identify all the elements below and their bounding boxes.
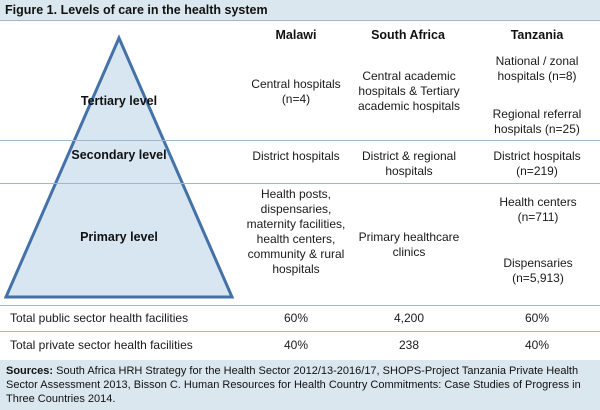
level-primary: Primary level <box>80 230 158 244</box>
tertiary-tanzania-national: National / zonal hospitals (n=8) <box>495 54 579 83</box>
tertiary-south-africa: Central academic hospitals & Tertiary ac… <box>357 69 461 113</box>
divider-primary-totals <box>0 305 600 306</box>
tertiary-malawi: Central hospitals (n=4) <box>251 77 341 106</box>
sources-bar <box>0 360 600 410</box>
sources-text: South Africa HRH Strategy for the Health… <box>6 365 581 405</box>
column-header-tanzania: Tanzania <box>510 28 564 42</box>
total-public-label: Total public sector health facilities <box>10 311 189 325</box>
secondary-malawi: District hospitals <box>252 149 340 163</box>
total-public-tanzania: 60% <box>524 311 550 325</box>
sources: Sources: South Africa HRH Strategy for t… <box>6 364 594 406</box>
figure-title: Figure 1. Levels of care in the health s… <box>5 3 268 17</box>
level-secondary: Secondary level <box>71 148 167 162</box>
total-private-label: Total private sector health facilities <box>10 338 193 352</box>
divider-totals <box>0 331 600 332</box>
pyramid-shape <box>3 34 235 299</box>
level-tertiary: Tertiary level <box>80 94 158 108</box>
primary-tanzania-health-centers: Health centers (n=711) <box>499 195 577 224</box>
total-public-malawi: 60% <box>283 311 309 325</box>
primary-south-africa: Primary healthcare clinics <box>358 230 460 259</box>
sources-label: Sources: <box>6 365 54 377</box>
total-private-south-africa: 238 <box>398 338 420 352</box>
primary-malawi: Health posts, dispensaries, maternity fa… <box>246 187 346 276</box>
title-bar: Figure 1. Levels of care in the health s… <box>0 0 600 21</box>
total-private-malawi: 40% <box>283 338 309 352</box>
primary-tanzania-dispensaries: Dispensaries (n=5,913) <box>503 256 573 285</box>
total-public-south-africa: 4,200 <box>393 311 425 325</box>
column-header-south-africa: South Africa <box>371 28 445 42</box>
secondary-tanzania: District hospitals (n=219) <box>493 149 581 178</box>
column-header-malawi: Malawi <box>275 28 317 42</box>
tertiary-tanzania-regional: Regional referral hospitals (n=25) <box>492 107 582 136</box>
divider-secondary-primary <box>0 183 600 184</box>
divider-tertiary-secondary <box>0 140 600 141</box>
total-private-tanzania: 40% <box>524 338 550 352</box>
secondary-south-africa: District & regional hospitals <box>361 149 457 178</box>
